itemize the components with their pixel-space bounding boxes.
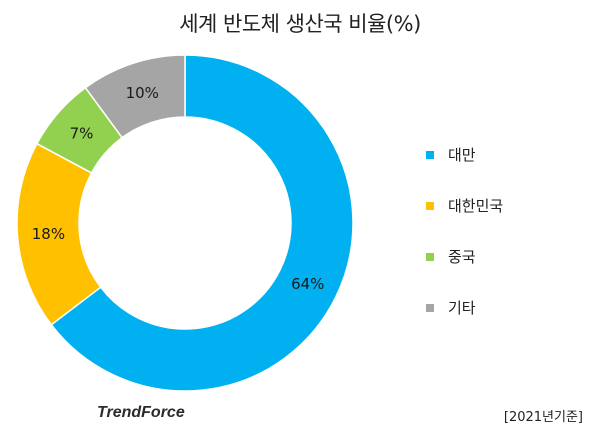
legend-swatch	[426, 303, 434, 312]
legend-label: 중국	[448, 248, 476, 266]
slice-value-label-0: 64%	[291, 275, 324, 293]
legend-item-1: 대한민국	[426, 180, 503, 231]
legend-item-0: 대만	[426, 129, 503, 180]
donut-slice-labels: 64% 18% 7% 10%	[32, 84, 325, 293]
trendforce-logo: TrendForce	[97, 404, 185, 421]
legend-label: 기타	[448, 299, 476, 317]
legend-label: 대만	[448, 146, 476, 164]
slice-value-label-3: 10%	[126, 84, 159, 102]
donut-slice-3	[84, 54, 186, 139]
legend-swatch	[426, 252, 434, 261]
donut-slice-0	[50, 54, 354, 392]
legend-item-2: 중국	[426, 231, 503, 282]
chart-title: 세계 반도체 생산국 비율(%)	[179, 12, 421, 36]
reference-year-note: [2021년기준]	[503, 410, 583, 425]
legend-item-3: 기타	[426, 282, 503, 333]
legend-swatch	[426, 201, 434, 210]
legend-swatch	[426, 150, 434, 159]
legend-label: 대한민국	[448, 197, 504, 215]
donut-slices	[16, 54, 354, 392]
slice-value-label-1: 18%	[32, 225, 65, 243]
slice-value-label-2: 7%	[70, 124, 94, 142]
